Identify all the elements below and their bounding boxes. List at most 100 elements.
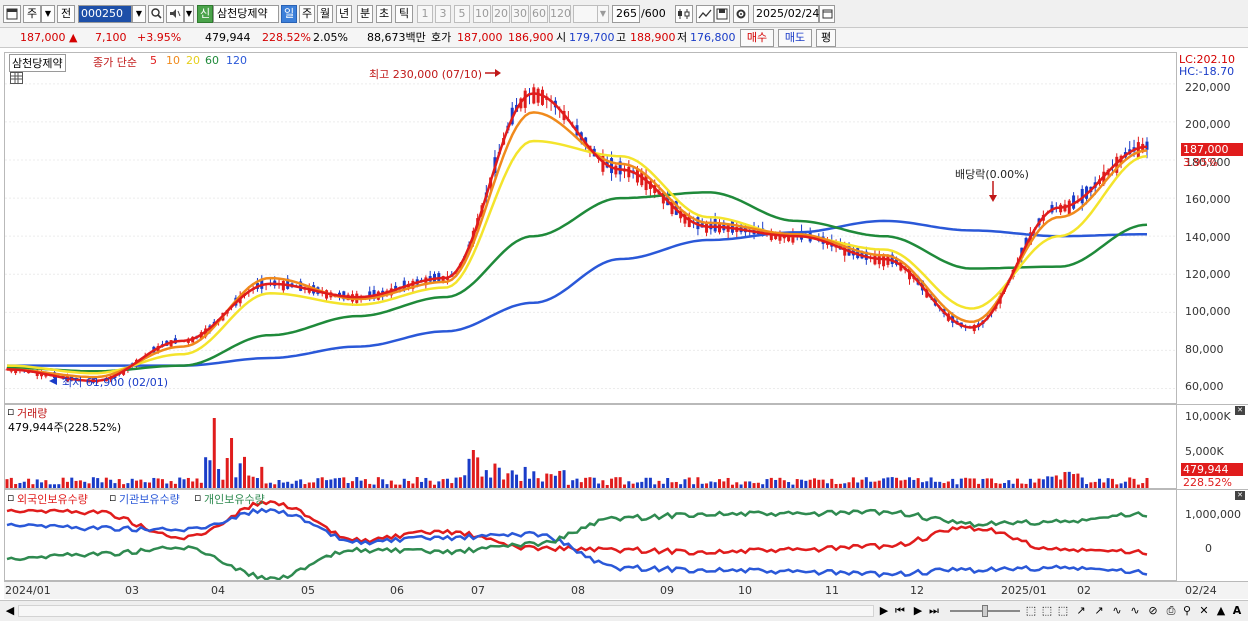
candle-type-icon[interactable]	[675, 5, 693, 23]
play-icon[interactable]: ▶	[913, 604, 923, 617]
volume-value: 479,944	[205, 31, 251, 44]
volume-bar	[148, 482, 151, 488]
close-icon[interactable]: ✕	[1199, 604, 1209, 617]
period-dropdown-icon[interactable]: ▼	[41, 5, 55, 23]
font-size-icon[interactable]: A	[1232, 604, 1242, 617]
wave-tool-icon-2[interactable]: ∿	[1130, 604, 1140, 617]
interval-120[interactable]: 120	[549, 5, 571, 23]
interval-5[interactable]: 5	[454, 5, 470, 23]
speaker-icon[interactable]	[166, 5, 184, 23]
code-dropdown-icon[interactable]: ▼	[132, 5, 146, 23]
volume-bar	[333, 478, 337, 488]
window-icon[interactable]	[3, 5, 21, 23]
volume-bar	[640, 481, 644, 488]
volume-bar	[389, 480, 393, 488]
volume-bar	[856, 482, 860, 488]
price-chart	[5, 69, 1176, 389]
gear-icon[interactable]	[733, 5, 749, 23]
volume-bar	[27, 478, 31, 488]
draw-tool-icon[interactable]	[696, 5, 714, 23]
box-zoom-icon-3[interactable]: ⬚	[1057, 604, 1069, 617]
wave-tool-icon[interactable]: ∿	[1112, 604, 1122, 617]
volume-bar	[739, 484, 743, 488]
volume-bar	[294, 480, 298, 488]
interval-60[interactable]: 60	[530, 5, 548, 23]
y-tick: 200,000	[1185, 118, 1231, 131]
box-zoom-icon-2[interactable]: ⬚	[1041, 604, 1053, 617]
volume-bar	[1110, 478, 1114, 488]
x-tick: 04	[211, 584, 225, 597]
right-axis: LC:202.10 HC:-18.70 220,000 200,000 180,…	[1177, 52, 1248, 581]
high-price: 188,900	[630, 31, 676, 44]
volume-pane[interactable]: ▫ 거래량 479,944주(228.52%)	[4, 404, 1177, 489]
buy-button[interactable]: 매수	[740, 29, 774, 47]
volume-bar	[899, 480, 903, 488]
scroll-up-icon[interactable]: ▲	[1216, 604, 1226, 617]
y-tick: 100,000	[1185, 305, 1231, 318]
volume-bar	[1072, 474, 1076, 488]
trend-tool-icon-2[interactable]: ↗	[1094, 604, 1104, 617]
pane-close-icon[interactable]: ✕	[1235, 406, 1245, 415]
interval-1[interactable]: 1	[417, 5, 433, 23]
pane-close-icon[interactable]: ✕	[1235, 491, 1245, 500]
trend-tool-icon[interactable]: ↗	[1076, 604, 1086, 617]
save-icon[interactable]	[714, 5, 730, 23]
scroll-left-icon[interactable]: ◀	[5, 604, 15, 617]
tab-minute[interactable]: 분	[357, 5, 373, 23]
search-icon[interactable]	[148, 5, 164, 23]
tab-month[interactable]: 월	[317, 5, 333, 23]
interval-30[interactable]: 30	[511, 5, 529, 23]
zoom-icon[interactable]: ⚲	[1182, 604, 1192, 617]
volume-bar	[467, 458, 471, 488]
volume-bar	[985, 478, 989, 488]
volume-bar	[752, 483, 756, 488]
interval-dropdown-icon[interactable]: ▼	[597, 5, 609, 23]
zoom-slider-handle[interactable]	[982, 605, 988, 617]
tab-year[interactable]: 년	[336, 5, 352, 23]
volume-bar	[255, 478, 259, 488]
go-last-icon[interactable]: ⏭	[929, 604, 939, 617]
volume-bar	[169, 481, 173, 488]
speaker-dropdown-icon[interactable]: ▼	[184, 5, 194, 23]
volume-bar	[484, 470, 488, 488]
sell-button[interactable]: 매도	[778, 29, 812, 47]
stock-name: 삼천당제약	[213, 5, 279, 23]
stock-code-input[interactable]: 000250	[78, 5, 132, 23]
tab-tick[interactable]: 틱	[395, 5, 413, 23]
volume-bar	[644, 477, 648, 488]
eval-button[interactable]: 평	[816, 29, 836, 47]
prev-button[interactable]: 전	[57, 5, 75, 23]
date-input[interactable]: 2025/02/24	[753, 5, 819, 23]
volume-bar	[890, 477, 894, 488]
volume-bar	[946, 481, 950, 488]
volume-bar	[618, 477, 622, 488]
volume-bar	[489, 477, 493, 488]
scroll-right-icon[interactable]: ▶	[879, 604, 889, 617]
go-first-icon[interactable]: ⏮	[895, 604, 905, 617]
tab-day[interactable]: 일	[281, 5, 297, 23]
calendar-icon[interactable]	[819, 5, 835, 23]
grid-toggle-icon[interactable]	[10, 72, 23, 84]
count-input[interactable]: 265	[612, 5, 640, 23]
print-icon[interactable]: ⎙	[1166, 604, 1176, 617]
volume-bar	[808, 479, 812, 488]
box-zoom-icon[interactable]: ⬚	[1025, 604, 1037, 617]
interval-3[interactable]: 3	[435, 5, 451, 23]
tab-second[interactable]: 초	[376, 5, 392, 23]
hold-y-tick: 1,000,000	[1185, 508, 1241, 521]
volume-bar	[1007, 480, 1011, 488]
volume-bar	[666, 478, 670, 488]
holdings-pane[interactable]: ▫ 외국인보유수량 ▫ 기관보유수량 ▫ 개인보유수량	[4, 489, 1177, 581]
tab-week[interactable]: 주	[299, 5, 315, 23]
volume-bar	[368, 483, 372, 488]
volume-bar	[186, 477, 190, 488]
volume-bar	[951, 478, 955, 488]
y-tick: 160,000	[1185, 193, 1231, 206]
price-chart-pane[interactable]: 삼천당제약 종가 단순 5 10 20 60 120 최고 230,000 (0…	[4, 52, 1177, 404]
scroll-track[interactable]	[18, 605, 874, 617]
interval-10[interactable]: 10	[473, 5, 491, 23]
period-first-button[interactable]: 주	[23, 5, 41, 23]
interval-20[interactable]: 20	[492, 5, 510, 23]
link-icon[interactable]: ⊘	[1148, 604, 1158, 617]
candle-body	[1072, 195, 1076, 209]
